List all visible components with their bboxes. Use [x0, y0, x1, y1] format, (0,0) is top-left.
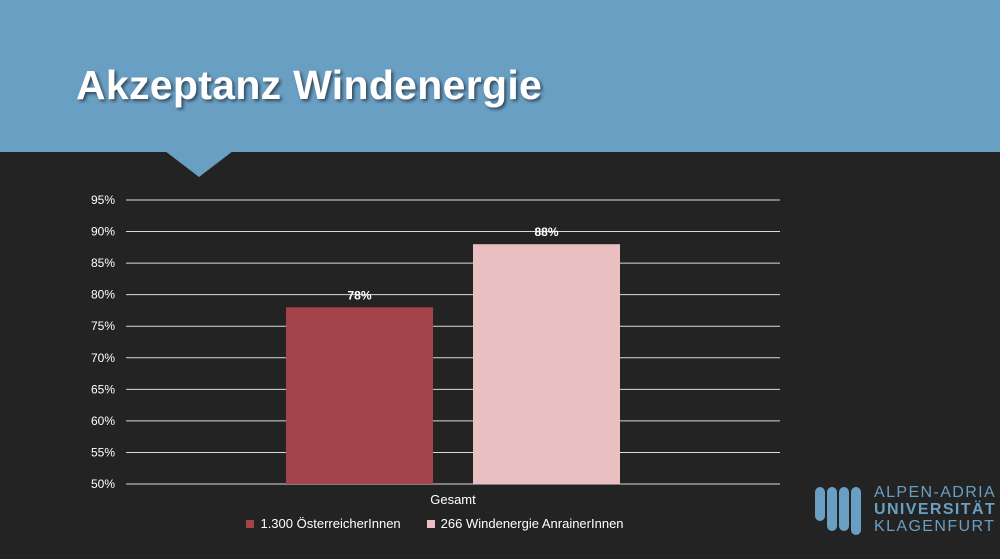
logo-line-1: ALPEN-ADRIA — [874, 484, 997, 501]
logo-line-3: KLAGENFURT — [874, 518, 996, 535]
data-label-series-2: 88% — [534, 225, 558, 239]
university-logo: ALPEN-ADRIA UNIVERSITÄT KLAGENFURT — [815, 484, 995, 554]
title-banner — [0, 0, 1000, 152]
y-tick-label: 90% — [91, 225, 115, 239]
y-tick-label: 50% — [91, 477, 115, 491]
bar-series-2 — [473, 244, 620, 484]
banner-pointer — [165, 151, 233, 177]
y-axis-ticks: 50% 55% 60% 65% 70% 75% 80% 85% 90% 95% — [91, 193, 115, 491]
y-tick-label: 65% — [91, 382, 115, 396]
chart-legend: 1.300 ÖsterreicherInnen 266 Windenergie … — [0, 516, 935, 531]
grid-lines — [126, 199, 780, 485]
bar-series-1 — [286, 307, 433, 484]
bars — [286, 244, 620, 484]
university-logo-mark — [815, 487, 861, 535]
y-tick-label: 80% — [91, 288, 115, 302]
y-tick-label: 55% — [91, 445, 115, 459]
y-tick-label: 85% — [91, 256, 115, 270]
y-tick-label: 95% — [91, 193, 115, 207]
university-logo-text: ALPEN-ADRIA UNIVERSITÄT KLAGENFURT — [874, 484, 996, 535]
category-labels: Gesamt — [430, 492, 476, 507]
slide-title: Akzeptanz Windenergie — [76, 62, 543, 108]
y-tick-label: 60% — [91, 414, 115, 428]
legend-swatch-series-1 — [246, 519, 255, 528]
legend-label-series-2: 266 Windenergie AnrainerInnen — [440, 516, 624, 531]
legend-item-series-1: 1.300 ÖsterreicherInnen — [246, 516, 401, 531]
legend-swatch-series-2 — [426, 519, 435, 528]
data-label-series-1: 78% — [347, 288, 371, 302]
data-labels: 78% 88% — [347, 225, 558, 302]
y-tick-label: 75% — [91, 319, 115, 333]
category-label: Gesamt — [430, 492, 476, 507]
legend-item-series-2: 266 Windenergie AnrainerInnen — [426, 516, 624, 531]
legend-label-series-1: 1.300 ÖsterreicherInnen — [260, 516, 401, 531]
logo-line-2: UNIVERSITÄT — [874, 501, 997, 518]
y-tick-label: 70% — [91, 351, 115, 365]
